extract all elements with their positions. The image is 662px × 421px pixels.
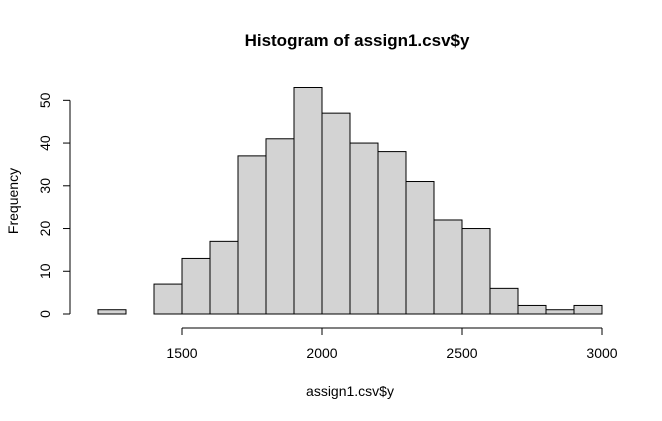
histogram-bar-2100-2200 <box>349 142 379 315</box>
histogram-bar-1900-2000 <box>293 87 323 315</box>
histogram-bar-2200-2300 <box>377 151 407 315</box>
histogram-bar-2300-2400 <box>405 181 435 315</box>
histogram-bar-2400-2500 <box>433 219 463 315</box>
histogram-bar-1400-1500 <box>153 283 183 315</box>
x-tick-label: 1500 <box>166 345 197 361</box>
histogram-bar-2000-2100 <box>321 112 351 315</box>
y-axis: 0 10 20 30 40 50 <box>37 92 71 318</box>
histogram-bar-2800-2900 <box>545 309 575 315</box>
x-tick-label: 3000 <box>586 345 617 361</box>
x-axis: 1500 2000 2500 3000 <box>166 327 618 361</box>
y-tick-label: 0 <box>37 310 53 318</box>
histogram-bar-2600-2700 <box>489 287 519 315</box>
histogram-bar-2700-2800 <box>517 304 547 315</box>
histogram-bar-1700-1800 <box>237 155 267 315</box>
y-tick-label: 40 <box>37 135 53 151</box>
y-axis-title: Frequency <box>5 168 21 234</box>
y-tick-label: 10 <box>37 263 53 279</box>
y-tick-label: 50 <box>37 92 53 108</box>
y-tick-label: 20 <box>37 221 53 237</box>
y-tick-label: 30 <box>37 178 53 194</box>
histogram-bar-1800-1900 <box>265 138 295 315</box>
histogram-bar-1600-1700 <box>209 240 239 315</box>
chart-title: Histogram of assign1.csv$y <box>245 31 470 50</box>
histogram-bar-1500-1600 <box>181 257 211 315</box>
x-tick-label: 2000 <box>306 345 337 361</box>
x-axis-title: assign1.csv$y <box>306 383 394 399</box>
histogram-bar-2500-2600 <box>461 228 491 315</box>
bars-group <box>97 87 603 315</box>
histogram-bar-2900-3000 <box>573 304 603 315</box>
x-tick-label: 2500 <box>446 345 477 361</box>
histogram-bar-1200-1300 <box>97 309 127 315</box>
